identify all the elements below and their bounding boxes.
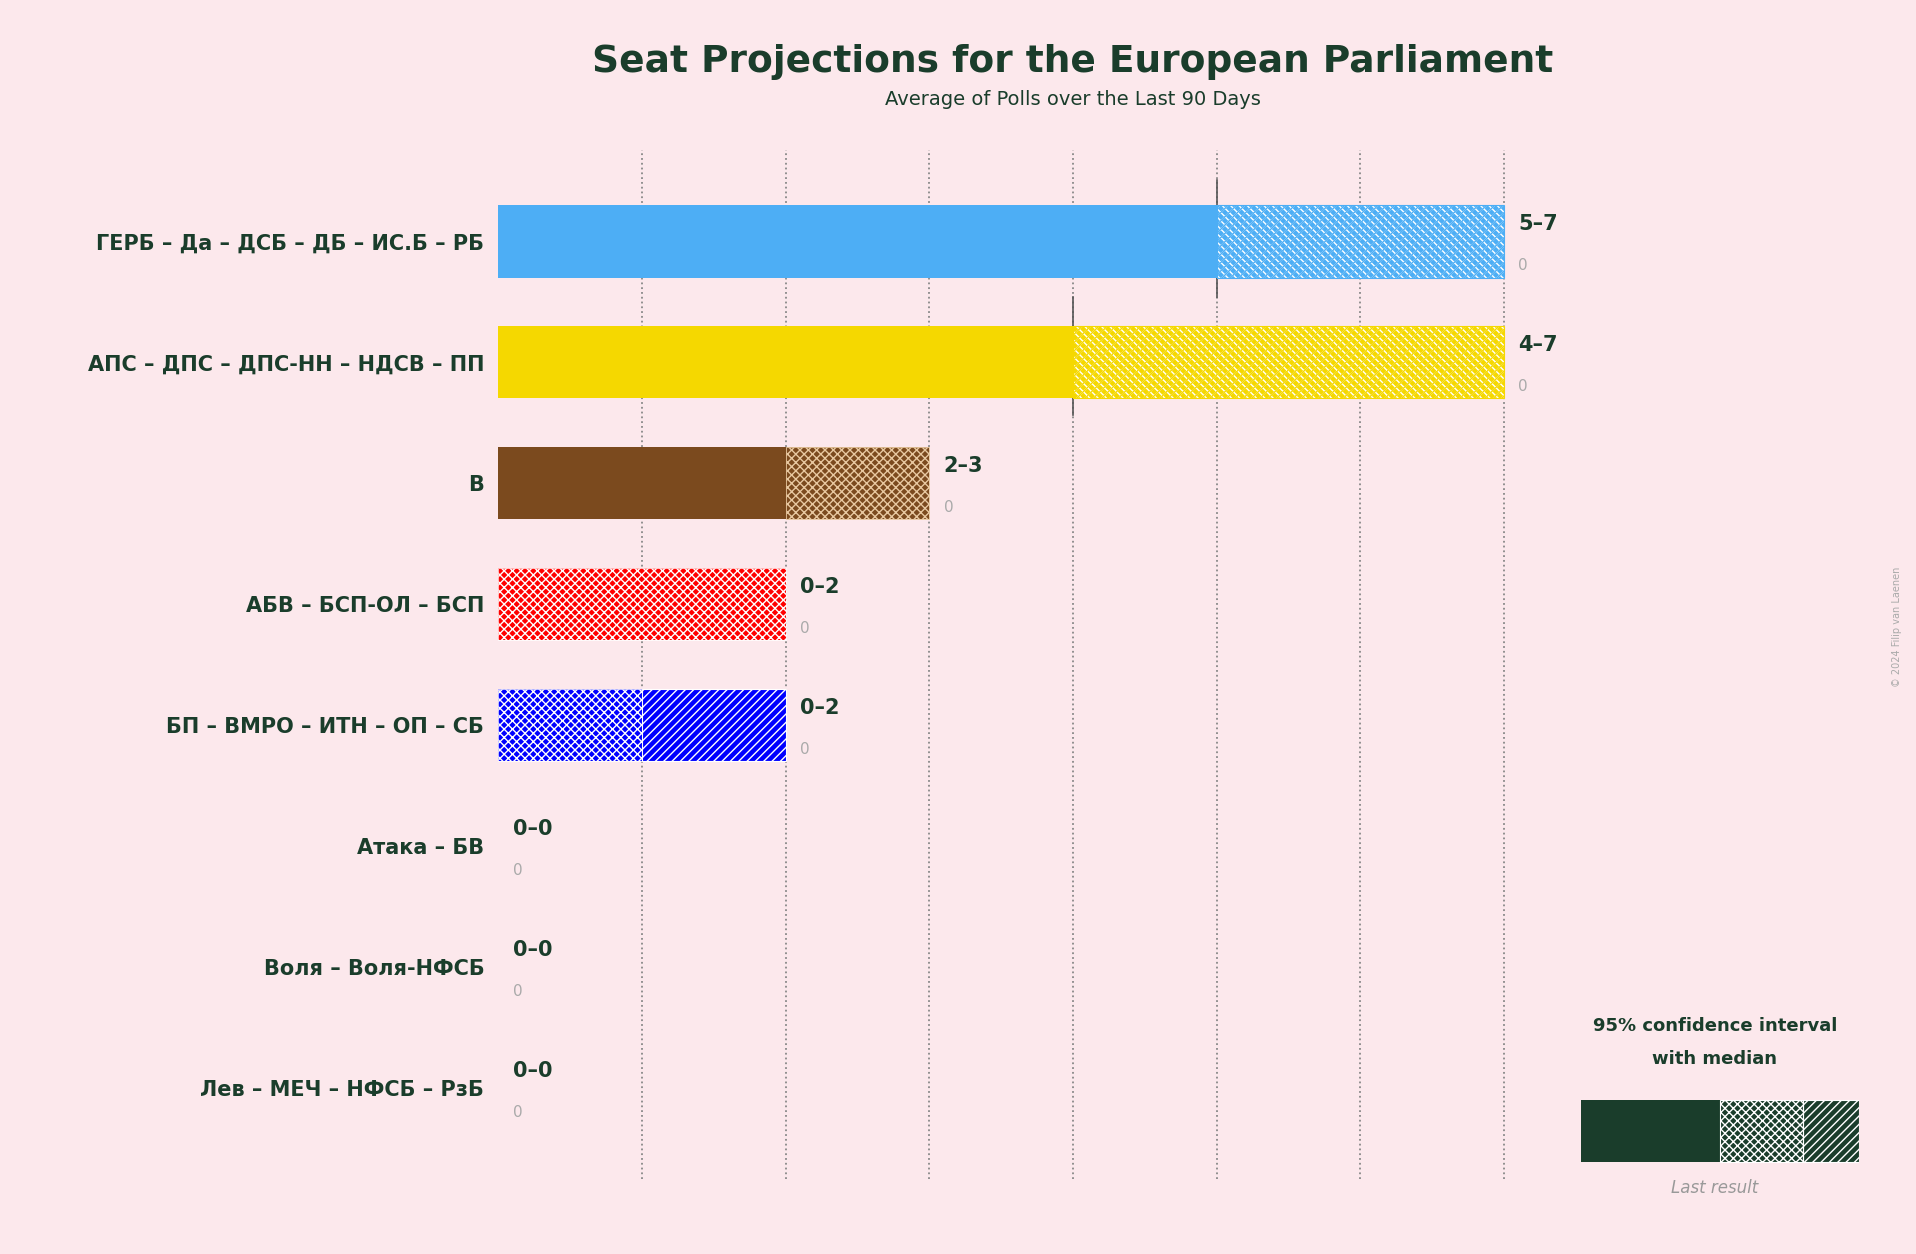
Bar — [1217, 204, 1504, 277]
Text: 95% confidence interval: 95% confidence interval — [1592, 1017, 1837, 1035]
Text: © 2024 Filip van Laenen: © 2024 Filip van Laenen — [1891, 567, 1903, 687]
Text: 0–2: 0–2 — [801, 698, 839, 719]
Bar — [498, 446, 786, 519]
Bar — [786, 446, 929, 519]
Text: 0: 0 — [512, 1105, 523, 1120]
Bar — [1719, 1100, 1803, 1162]
Text: 2–3: 2–3 — [943, 456, 983, 477]
Text: 0: 0 — [943, 500, 954, 515]
Bar — [1803, 1100, 1859, 1162]
Text: 0: 0 — [1517, 379, 1529, 394]
Bar — [1073, 326, 1504, 399]
Bar — [498, 688, 642, 761]
Bar — [498, 204, 1217, 277]
Bar — [498, 568, 786, 641]
Text: 0–2: 0–2 — [801, 577, 839, 597]
Text: 0: 0 — [1517, 258, 1529, 273]
Text: 0: 0 — [512, 983, 523, 998]
Text: 0–0: 0–0 — [512, 940, 552, 961]
Text: 5–7: 5–7 — [1517, 214, 1558, 234]
Text: 0: 0 — [801, 621, 810, 636]
Text: with median: with median — [1652, 1051, 1778, 1068]
Bar — [1581, 1100, 1719, 1162]
Text: 4–7: 4–7 — [1517, 335, 1558, 355]
Text: Last result: Last result — [1671, 1179, 1759, 1196]
Bar — [498, 568, 786, 641]
Text: Average of Polls over the Last 90 Days: Average of Polls over the Last 90 Days — [885, 90, 1261, 109]
Bar — [786, 446, 929, 519]
Bar — [498, 688, 642, 761]
Bar — [1719, 1100, 1803, 1162]
Text: 0–0: 0–0 — [512, 819, 552, 839]
Text: 0: 0 — [801, 742, 810, 757]
Text: Seat Projections for the European Parliament: Seat Projections for the European Parlia… — [592, 44, 1554, 80]
Bar — [1803, 1100, 1859, 1162]
Bar — [498, 326, 1073, 399]
Bar — [642, 688, 786, 761]
Bar — [642, 688, 786, 761]
Bar — [1217, 204, 1504, 277]
Bar — [1217, 204, 1504, 277]
Text: 0–0: 0–0 — [512, 1061, 552, 1081]
Bar — [1073, 326, 1504, 399]
Text: 0: 0 — [512, 863, 523, 878]
Bar — [1073, 326, 1504, 399]
